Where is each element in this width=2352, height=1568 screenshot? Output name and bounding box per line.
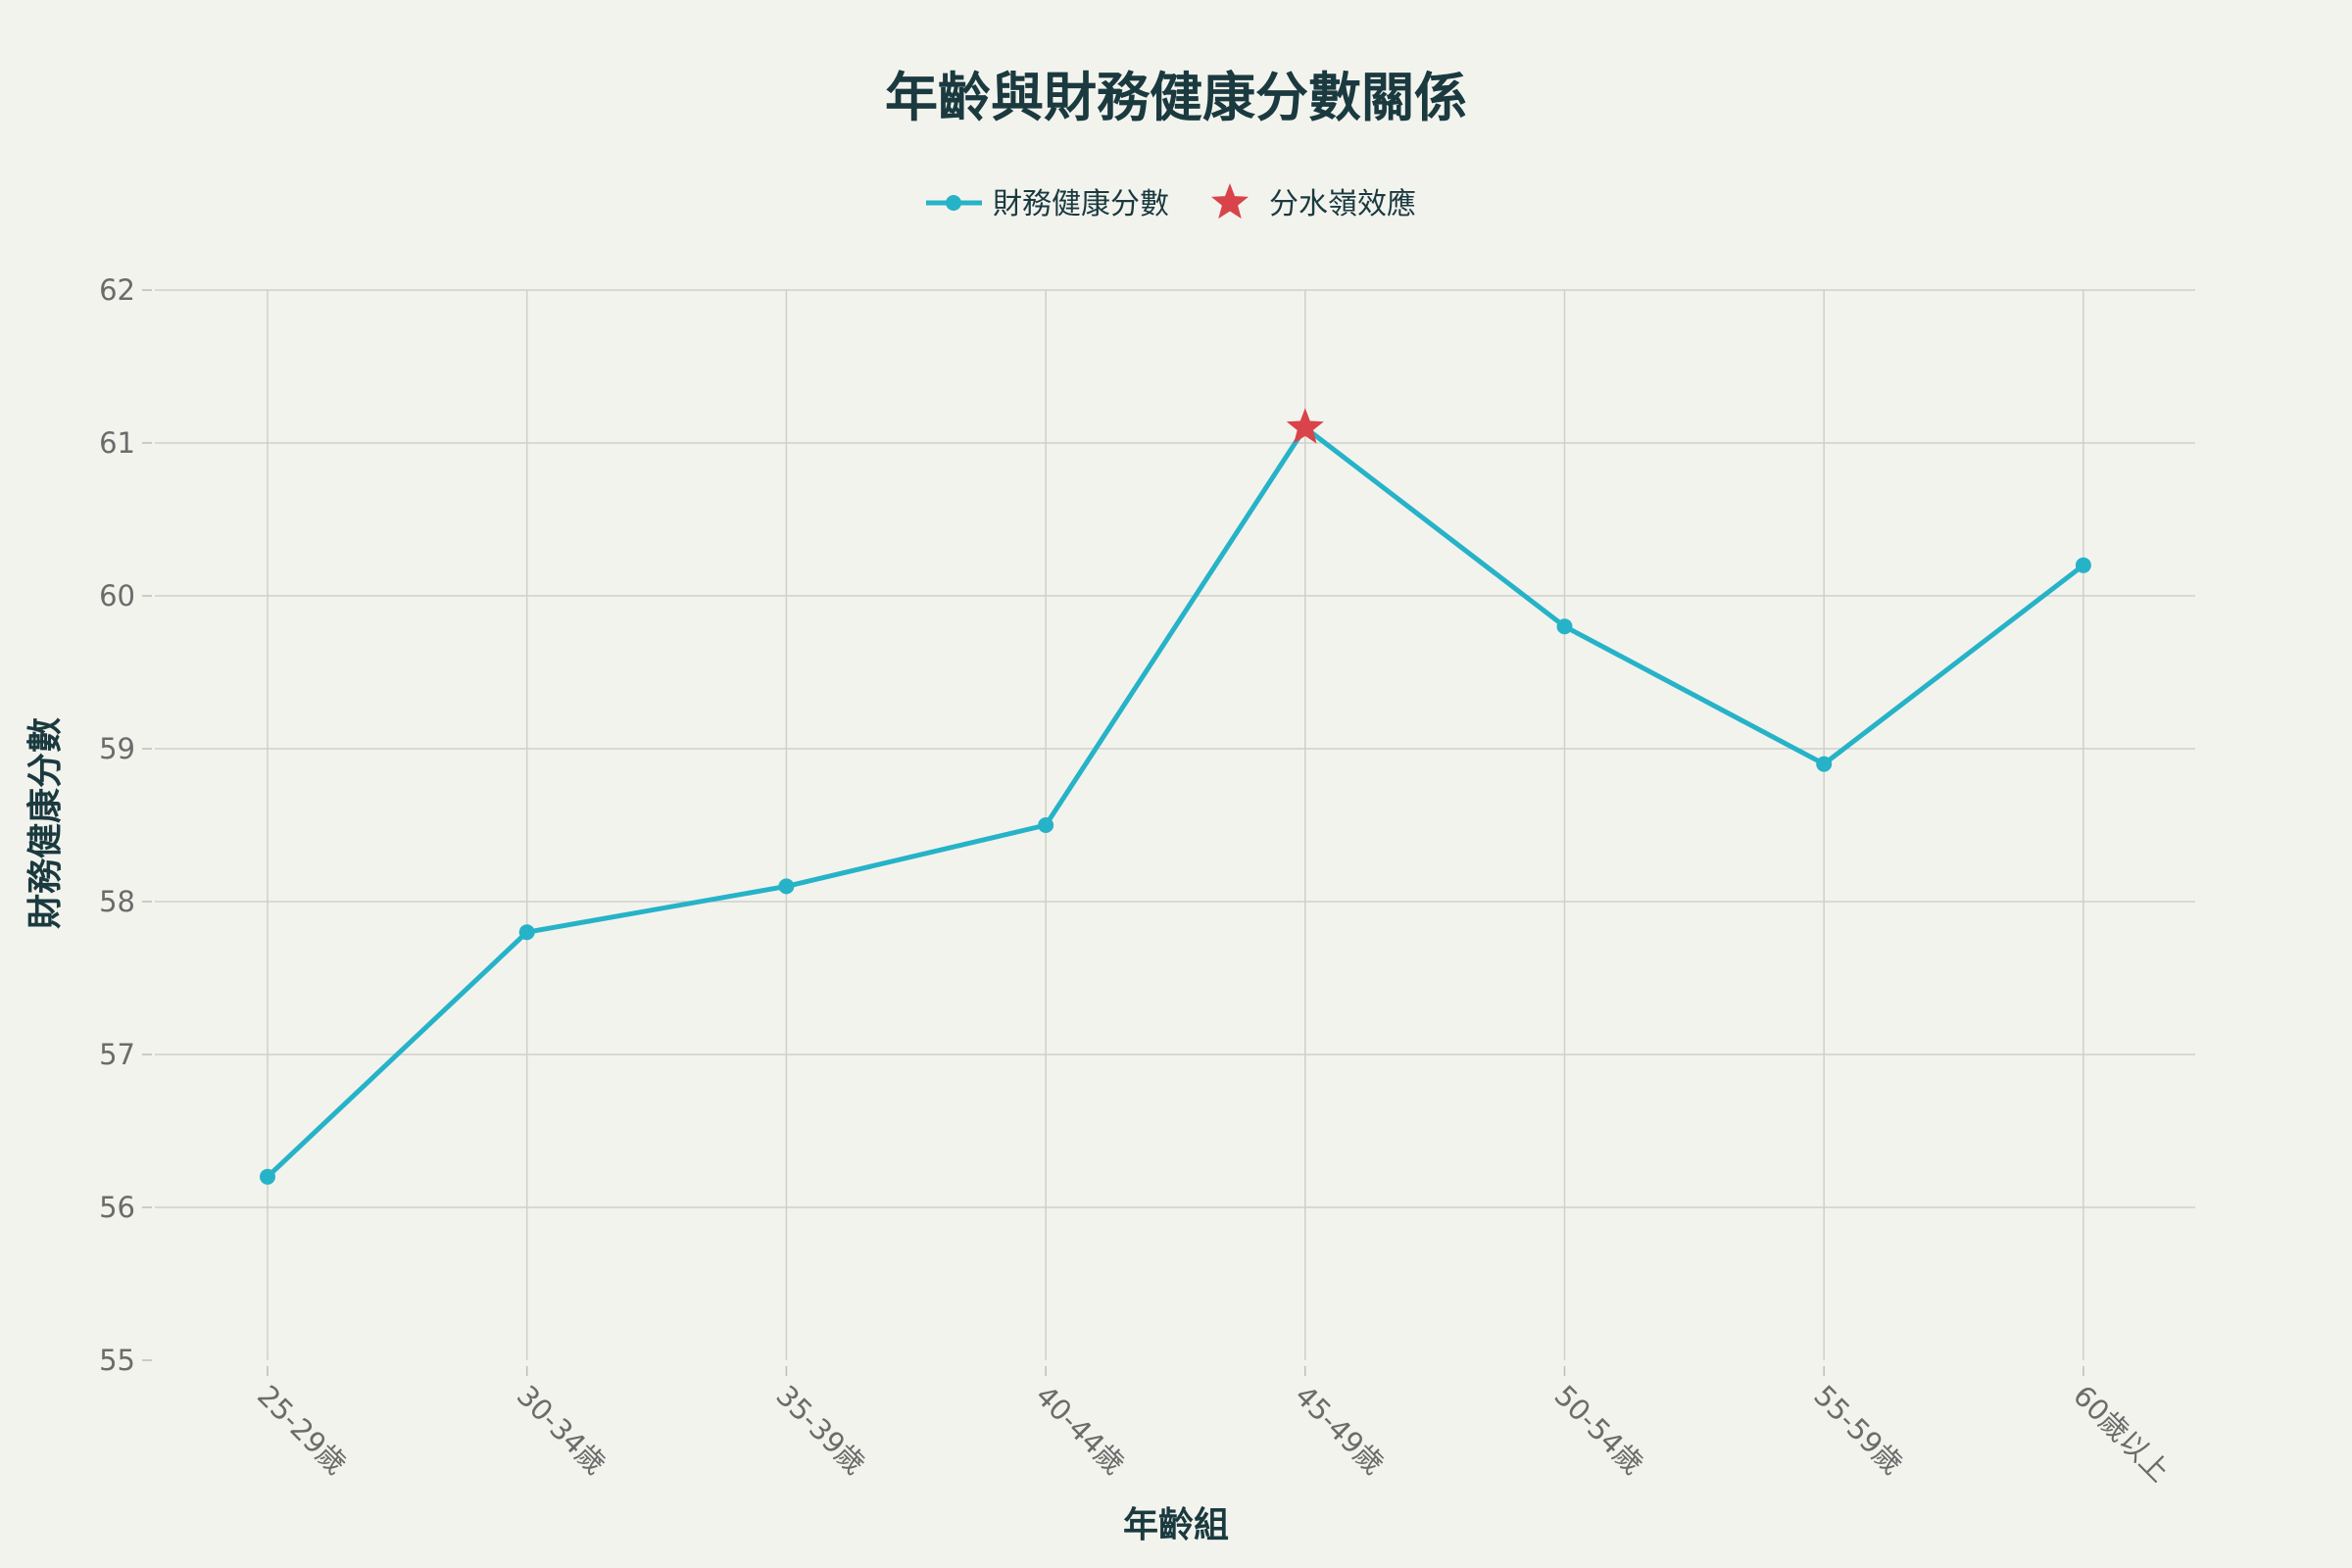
x-tick-label: 45-49歲 bbox=[1289, 1379, 1391, 1481]
y-tick-label: 62 bbox=[99, 273, 135, 307]
data-point bbox=[1816, 756, 1833, 772]
legend-item-series[interactable]: 財務健康分數 bbox=[926, 187, 1169, 221]
data-point bbox=[1038, 817, 1054, 833]
x-tick-label: 30-34歲 bbox=[511, 1379, 612, 1481]
highlight-layer bbox=[1286, 408, 1324, 444]
legend-series-marker-icon bbox=[946, 195, 961, 211]
legend-item-highlight[interactable]: 分水嶺效應 bbox=[1210, 183, 1416, 221]
highlight-star-marker bbox=[1286, 408, 1324, 444]
legend-series-label: 財務健康分數 bbox=[993, 187, 1169, 221]
series-layer bbox=[260, 424, 2091, 1185]
x-tick-label: 35-39歲 bbox=[769, 1379, 871, 1481]
series-line bbox=[265, 424, 2086, 1180]
legend[interactable]: 財務健康分數 分水嶺效應 bbox=[926, 183, 1416, 221]
data-point bbox=[518, 924, 535, 941]
grid bbox=[155, 289, 2195, 1360]
y-tick-label: 57 bbox=[99, 1038, 135, 1071]
y-tick-label: 61 bbox=[99, 426, 135, 460]
data-point bbox=[260, 1168, 275, 1185]
legend-star-icon bbox=[1210, 183, 1250, 220]
x-tick-label: 60歲以上 bbox=[2067, 1379, 2177, 1489]
chart-title: 年齡與財務健康分數關係 bbox=[885, 67, 1467, 128]
data-point bbox=[1556, 618, 1573, 635]
y-tick-label: 59 bbox=[99, 732, 135, 765]
data-point bbox=[2075, 557, 2091, 573]
x-axis-title: 年齡組 bbox=[1123, 1505, 1229, 1545]
x-tick-label: 50-54歲 bbox=[1548, 1379, 1650, 1481]
x-tick-label: 55-59歲 bbox=[1807, 1379, 1909, 1481]
y-axis-title: 財務健康分數 bbox=[24, 717, 66, 929]
y-tick-label: 60 bbox=[99, 579, 135, 612]
y-axis: 55 56 57 58 59 60 61 62 bbox=[99, 273, 152, 1377]
legend-highlight-label: 分水嶺效應 bbox=[1269, 187, 1416, 221]
data-point bbox=[778, 878, 795, 895]
x-axis: 25-29歲 30-34歲 35-39歲 40-44歲 45-49歲 50-54歲 55-5… bbox=[251, 1366, 2177, 1489]
y-tick-label: 55 bbox=[99, 1344, 135, 1377]
x-tick-label: 25-29歲 bbox=[251, 1379, 353, 1481]
y-tick-label: 56 bbox=[99, 1191, 135, 1224]
y-tick-label: 58 bbox=[99, 885, 135, 918]
x-tick-label: 40-44歲 bbox=[1029, 1379, 1131, 1481]
